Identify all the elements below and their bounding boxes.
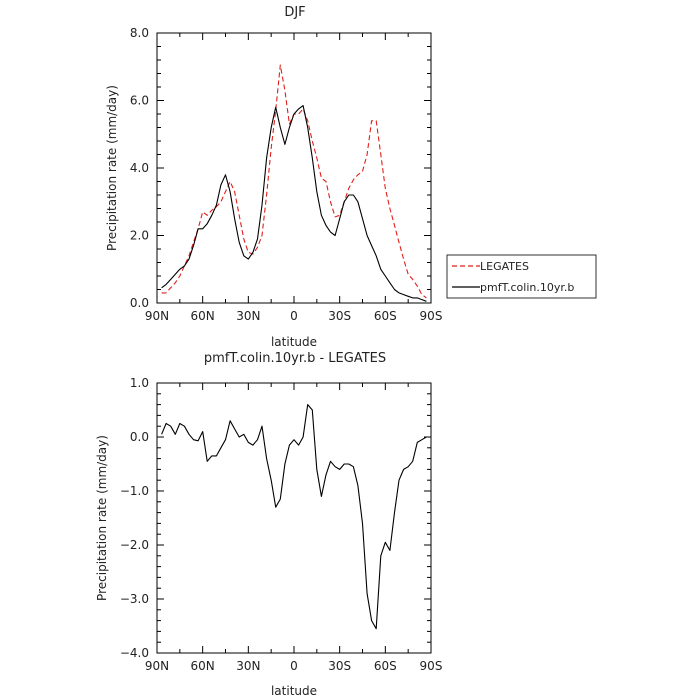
legend-label-model: pmfT.colin.10yr.b xyxy=(480,281,574,294)
top-chart-title: DJF xyxy=(284,5,305,20)
top-chart-y-axis-label: Precipitation rate (mm/day) xyxy=(105,85,119,251)
top-chart-y-tick-label: 8.0 xyxy=(130,26,149,40)
legend-label-legates: LEGATES xyxy=(480,260,529,273)
top-chart-x-tick-label: 90S xyxy=(420,309,443,323)
top-chart-series-line-pmft-colin-10yr-b xyxy=(161,105,427,302)
top-chart-tick-labels: 90N 60N 30N 0 30S 60S 90S 0.0 2.0 4.0 6.0 8.0 xyxy=(130,26,443,323)
bottom-chart-y-tick-label: −4.0 xyxy=(120,646,149,660)
bottom-chart-ticks xyxy=(156,382,432,654)
bottom-chart-y-tick-label: 1.0 xyxy=(130,376,149,390)
top-chart-series-line-legates xyxy=(161,64,427,299)
bottom-chart-y-tick-label: −2.0 xyxy=(120,538,149,552)
top-chart-x-tick-label: 90N xyxy=(145,309,169,323)
top-chart-y-tick-label: 4.0 xyxy=(130,161,149,175)
bottom-chart-tick-labels: 90N 60N 30N 0 30S 60S 90S −4.0 −3.0 −2.0 −1.0 0.0 1.… xyxy=(120,376,443,673)
top-chart-x-tick-label: 0 xyxy=(290,309,298,323)
top-chart-x-tick-label: 30N xyxy=(236,309,260,323)
top-chart-ticks xyxy=(156,32,432,304)
top-chart-frame xyxy=(156,32,432,304)
bottom-chart-x-tick-label: 60N xyxy=(191,659,215,673)
top-chart: DJF 90N 60N 30N 0 30S 60S 90S 0.0 2.0 4.0 6.0 8.0 l… xyxy=(105,5,442,349)
bottom-chart-y-axis-label: Precipitation rate (mm/day) xyxy=(95,435,109,601)
bottom-chart-x-tick-label: 30S xyxy=(328,659,351,673)
bottom-chart-title: pmfT.colin.10yr.b - LEGATES xyxy=(204,351,386,366)
top-chart-y-tick-label: 0.0 xyxy=(130,296,149,310)
top-chart-x-tick-label: 60S xyxy=(374,309,397,323)
top-chart-y-tick-label: 2.0 xyxy=(130,229,149,243)
bottom-chart-y-tick-label: −1.0 xyxy=(120,484,149,498)
top-chart-x-axis-label: latitude xyxy=(271,335,317,349)
top-chart-series xyxy=(161,64,427,302)
bottom-chart-x-tick-label: 90N xyxy=(145,659,169,673)
bottom-chart-y-tick-label: −3.0 xyxy=(120,592,149,606)
top-chart-y-tick-label: 6.0 xyxy=(130,94,149,108)
bottom-chart-x-tick-label: 60S xyxy=(374,659,397,673)
bottom-chart-x-tick-label: 30N xyxy=(236,659,260,673)
bottom-chart-y-tick-label: 0.0 xyxy=(130,430,149,444)
bottom-chart-series-line-difference xyxy=(161,404,430,630)
bottom-chart-x-tick-label: 0 xyxy=(290,659,298,673)
bottom-chart-series xyxy=(161,404,430,630)
top-chart-x-tick-label: 30S xyxy=(328,309,351,323)
bottom-chart: pmfT.colin.10yr.b - LEGATES 90N 60N 30N 0 30… xyxy=(95,351,442,698)
bottom-chart-frame xyxy=(156,382,432,654)
bottom-chart-x-tick-label: 90S xyxy=(420,659,443,673)
bottom-chart-x-axis-label: latitude xyxy=(271,684,317,698)
top-chart-x-tick-label: 60N xyxy=(191,309,215,323)
legend-box xyxy=(446,254,597,299)
legend: LEGATES pmfT.colin.10yr.b xyxy=(446,254,597,299)
